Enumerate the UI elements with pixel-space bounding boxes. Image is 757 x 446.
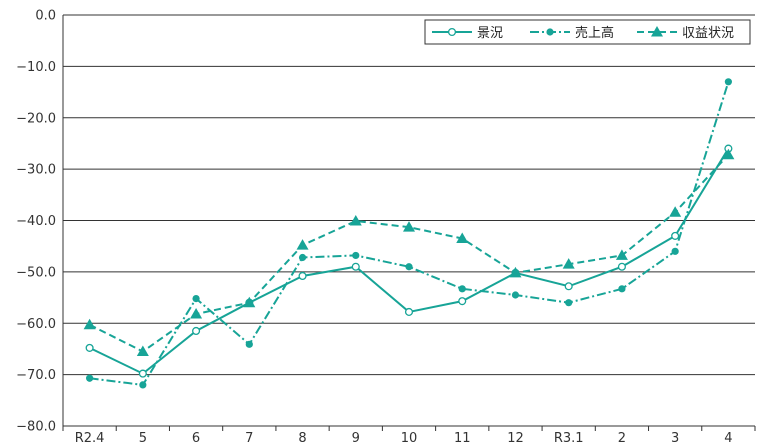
x-tick-label: R3.1 [554, 431, 584, 446]
marker-point [86, 374, 94, 382]
y-tick-label: −10.0 [16, 60, 56, 75]
x-axis-tick-labels: R2.4 5 6 7 8 9 10 11 12 R3.1 2 3 4 [62, 426, 756, 446]
x-tick-label: R2.4 [75, 431, 105, 446]
y-axis-tick-labels: 0.0 −10.0 −20.0 −30.0 −40.0 −50.0 −60.0 −70.0 −8… [16, 9, 56, 435]
x-tick-label: 11 [454, 431, 471, 446]
legend-label: 収益状況 [682, 26, 734, 41]
series-line [89, 148, 730, 375]
legend-label: 景況 [477, 26, 503, 41]
marker-point [562, 258, 575, 269]
y-tick-label: −50.0 [16, 265, 56, 280]
marker-legend [651, 26, 663, 37]
marker-point [298, 253, 307, 262]
legend-label: 売上高 [575, 25, 614, 41]
marker-point [243, 296, 256, 308]
y-tick-label: −20.0 [16, 111, 56, 126]
marker-point [139, 381, 147, 389]
x-tick-label: 2 [618, 431, 626, 446]
y-tick-label: −30.0 [16, 163, 56, 178]
marker-point [509, 266, 522, 278]
x-tick-label: 8 [298, 431, 306, 446]
y-tick-label: 0.0 [35, 9, 56, 24]
x-tick-label: 5 [139, 431, 147, 446]
y-tick-label: −40.0 [16, 214, 56, 229]
marker-point [615, 249, 628, 260]
marker-legend [447, 27, 457, 37]
x-tick-label: 3 [671, 431, 679, 446]
marker-point [296, 239, 309, 250]
marker-point [136, 345, 149, 357]
x-tick-label: 6 [192, 431, 200, 446]
marker-point [138, 369, 147, 378]
marker-point [245, 340, 253, 348]
marker-point [722, 148, 735, 160]
y-tick-label: −70.0 [16, 368, 56, 383]
x-tick-label: 9 [352, 431, 360, 446]
marker-point [458, 285, 466, 293]
series-lines [83, 78, 735, 389]
marker-point [724, 78, 732, 86]
marker-point [618, 285, 626, 293]
series-2 [83, 148, 735, 357]
marker-point [352, 251, 360, 260]
series-line [89, 154, 730, 353]
marker-point [351, 262, 360, 271]
marker-point [456, 232, 469, 243]
marker-point [671, 231, 680, 240]
marker-point [511, 291, 520, 299]
y-tick-label: −80.0 [16, 420, 56, 435]
marker-point [458, 297, 467, 306]
x-tick-label: 10 [401, 431, 418, 446]
marker-point [349, 215, 362, 226]
marker-point [403, 221, 415, 232]
marker-point [669, 206, 682, 217]
grid-lines [62, 14, 755, 427]
marker-point [192, 294, 200, 303]
marker-point [192, 326, 201, 336]
series-0 [85, 144, 733, 378]
marker-legend [546, 28, 554, 36]
marker-point [405, 263, 413, 271]
marker-point [564, 282, 573, 291]
series-1 [86, 78, 732, 389]
x-tick-label: 7 [245, 431, 253, 446]
marker-point [617, 262, 626, 271]
marker-point [298, 271, 307, 281]
marker-point [83, 318, 96, 330]
x-tick-label: 12 [507, 431, 524, 446]
legend-box [424, 19, 751, 45]
marker-point [671, 247, 679, 255]
y-tick-label: −60.0 [16, 317, 56, 332]
x-tick-label: 4 [724, 431, 732, 446]
marker-point [565, 299, 573, 307]
marker-point [190, 308, 203, 319]
legend: 景況 売上高 収益状況 [424, 19, 751, 45]
marker-point [85, 343, 94, 352]
marker-point [404, 307, 414, 316]
